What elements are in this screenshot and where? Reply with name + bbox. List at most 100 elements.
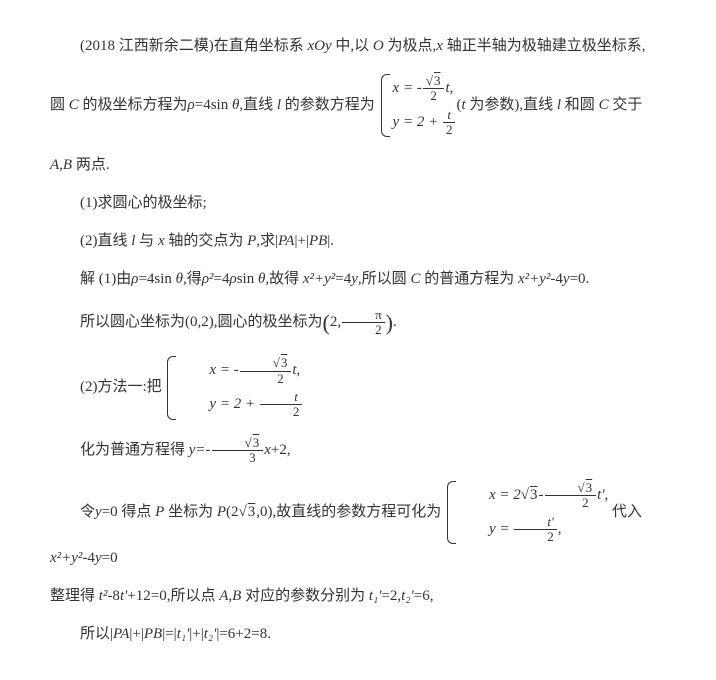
- t: ,0),故直线的参数方程可化为: [256, 504, 441, 520]
- t: ,得: [183, 271, 202, 287]
- t: 解 (1)由: [80, 271, 131, 287]
- x: x: [436, 38, 443, 54]
- O: O: [373, 38, 384, 54]
- n: 3: [247, 504, 257, 520]
- t: 为极点,: [384, 38, 437, 54]
- t: (2: [226, 504, 239, 520]
- t: 坐标为: [164, 504, 217, 520]
- solution-3: (2)方法一:把 x = -√32t, y = 2 + t2: [50, 354, 666, 421]
- t: +12=0,所以点: [127, 588, 219, 604]
- solution-5: 令y=0 得点 P 坐标为 P(2√3,0),故直线的参数方程可化为 x = 2…: [50, 479, 666, 570]
- C: C: [69, 97, 79, 113]
- frac: √33: [212, 436, 264, 466]
- x: x: [158, 233, 165, 249]
- t: =0 得点: [102, 504, 155, 520]
- t: ,故得: [265, 271, 303, 287]
- P: P: [155, 504, 164, 520]
- t: =4sin: [195, 97, 232, 113]
- d: 2: [514, 530, 557, 544]
- t: x = 2: [489, 487, 521, 503]
- t: ,: [558, 521, 562, 537]
- d: 2: [545, 496, 597, 510]
- solution-4: 化为普通方程得 y=-√33x+2,: [50, 436, 666, 466]
- t: =6,: [414, 588, 434, 604]
- t: x = -: [393, 80, 422, 96]
- frac: t2: [260, 390, 303, 420]
- n: t: [443, 108, 456, 123]
- t: 令: [80, 504, 95, 520]
- n: t: [260, 390, 303, 405]
- t: 所以圆心坐标为(0,2),圆心的极坐标为: [80, 314, 323, 330]
- theta: θ: [176, 271, 183, 287]
- n: 3: [280, 355, 289, 370]
- t: -4: [82, 550, 95, 566]
- t: ,所以圆: [358, 271, 411, 287]
- P: P: [217, 504, 226, 520]
- t: (2018 江西新余二模)在直角坐标系: [80, 38, 308, 54]
- PA: PA: [113, 626, 129, 642]
- C: C: [599, 97, 609, 113]
- para-2: 圆 C 的极坐标方程为ρ=4sin θ,直线 l 的参数方程为 x = -√32…: [50, 72, 666, 139]
- t: 整理得: [50, 588, 99, 604]
- xy2: x²+y²: [518, 271, 550, 287]
- t: x = -: [209, 363, 238, 379]
- frac: √32: [423, 74, 445, 104]
- d: 2: [423, 89, 445, 103]
- solution-6: 整理得 t²-8t'+12=0,所以点 A,B 对应的参数分别为 t₁'=2,t…: [50, 584, 666, 608]
- t: (2)直线: [80, 233, 131, 249]
- y: y: [95, 550, 102, 566]
- t: ,直线: [239, 97, 277, 113]
- t: 交于: [609, 97, 643, 113]
- frac: √32: [545, 481, 597, 511]
- t: 代入: [612, 504, 642, 520]
- para-3: A,B 两点.: [50, 153, 666, 177]
- para-1: (2018 江西新余二模)在直角坐标系 xOy 中,以 O 为极点,x 轴正半轴…: [50, 34, 666, 58]
- solution-2: 所以圆心坐标为(0,2),圆心的极坐标为(2,π2).: [50, 305, 666, 340]
- n: t': [514, 515, 557, 530]
- y: y: [95, 504, 102, 520]
- PB: PB: [144, 626, 162, 642]
- question-2: (2)直线 l 与 x 轴的交点为 P,求|PA|+|PB|.: [50, 229, 666, 253]
- t: 的极坐标方程为: [79, 97, 188, 113]
- rho: ρ: [229, 271, 236, 287]
- t2: t₂': [204, 626, 217, 642]
- t: 中,以: [332, 38, 373, 54]
- t: |+|: [129, 626, 143, 642]
- t: =4: [335, 271, 351, 287]
- t: (2)方法一:把: [80, 379, 162, 395]
- t: 轴正半轴为极轴建立极坐标系,: [443, 38, 646, 54]
- frac: π2: [342, 308, 385, 338]
- t: (1)求圆心的极坐标;: [80, 195, 207, 211]
- PA: PA: [278, 233, 294, 249]
- xy2: x²+y²: [50, 550, 82, 566]
- t2: t₂': [401, 588, 414, 604]
- n: 3: [252, 435, 261, 450]
- t: 的参数方程为: [281, 97, 375, 113]
- n: 3: [585, 480, 594, 495]
- y: y=-: [189, 442, 211, 458]
- t: t': [597, 487, 604, 503]
- t: |+|: [189, 626, 203, 642]
- t: |.: [327, 233, 334, 249]
- t: sin: [237, 271, 258, 287]
- t: -4: [550, 271, 563, 287]
- param-eq-3: x = 2√3-√32t', y = t'2,: [445, 479, 608, 546]
- t: 的普通方程为: [420, 271, 518, 287]
- frac: √32: [240, 356, 292, 386]
- frac: t'2: [514, 515, 557, 545]
- solution-7: 所以|PA|+|PB|=|t₁'|+|t₂'|=6+2=8.: [50, 622, 666, 646]
- x: x: [264, 442, 271, 458]
- t1: t₁': [369, 588, 382, 604]
- rho: ρ: [188, 97, 195, 113]
- t: 对应的参数分别为: [241, 588, 369, 604]
- t: 轴的交点为: [165, 233, 248, 249]
- t: t: [292, 363, 296, 379]
- t: -8: [107, 588, 120, 604]
- t: -: [539, 487, 544, 503]
- C: C: [410, 271, 420, 287]
- t: 和圆: [561, 97, 599, 113]
- t: +2,: [271, 442, 291, 458]
- t: 化为普通方程得: [80, 442, 189, 458]
- param-eq-2: x = -√32t, y = 2 + t2: [165, 354, 303, 421]
- AB: A,B: [219, 588, 241, 604]
